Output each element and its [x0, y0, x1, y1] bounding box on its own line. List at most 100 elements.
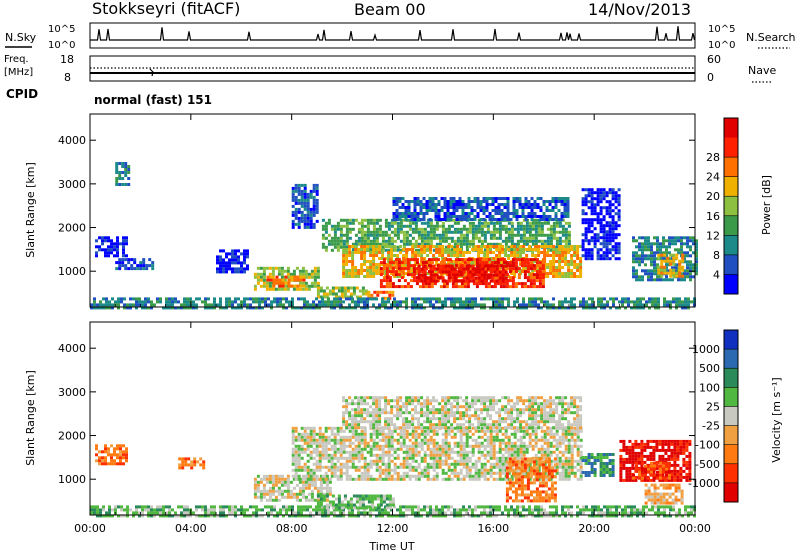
power-cell [600, 300, 603, 304]
power-cell [530, 215, 534, 218]
velocity-cell [543, 514, 546, 518]
power-cell [366, 248, 370, 251]
power-cell [426, 297, 429, 301]
power-cell [442, 285, 446, 289]
power-cell [539, 215, 543, 218]
power-cell [426, 272, 430, 275]
power-cell [315, 201, 319, 205]
power-cell [638, 254, 641, 258]
power-cell [295, 287, 299, 291]
velocity-cell [312, 514, 315, 518]
power-cell [369, 297, 372, 301]
velocity-cell [378, 511, 381, 515]
power-cell [447, 267, 451, 271]
power-cell [307, 272, 311, 276]
velocity-cell [624, 514, 627, 518]
power-cell [564, 275, 568, 278]
power-cell [511, 282, 515, 286]
power-cell [348, 306, 351, 310]
velocity-cell [119, 459, 122, 463]
power-cell [486, 267, 490, 271]
power-cell [393, 254, 397, 257]
power-cell [534, 300, 537, 304]
power-cell [501, 245, 505, 248]
power-cell [430, 261, 434, 265]
power-cell [265, 284, 269, 288]
power-cell [399, 224, 403, 228]
power-cell [310, 269, 314, 273]
power-cell [237, 270, 240, 274]
power-cell [606, 300, 609, 304]
velocity-cell [294, 426, 298, 430]
velocity-cell [549, 505, 552, 509]
power-cell [510, 224, 514, 228]
power-cell [605, 233, 609, 237]
power-cell [357, 242, 361, 246]
power-cell [665, 275, 668, 279]
velocity-cell [295, 492, 299, 496]
power-cell [512, 215, 516, 218]
power-cell [534, 248, 538, 251]
velocity-cell [495, 505, 498, 509]
power-cell [318, 306, 321, 310]
power-cell [403, 261, 407, 265]
power-cell [285, 300, 288, 304]
velocity-cell [370, 503, 374, 507]
velocity-cell [105, 514, 108, 518]
power-cell [400, 261, 404, 265]
power-cell [683, 269, 686, 273]
power-cell [528, 224, 532, 228]
power-cell [243, 300, 246, 304]
power-cell [434, 215, 438, 218]
power-cell [425, 203, 429, 206]
power-cell [506, 212, 510, 215]
power-cell [290, 284, 294, 288]
power-cell [455, 200, 459, 203]
power-cell [246, 303, 249, 307]
power-cell [418, 285, 422, 289]
power-cell [642, 297, 645, 301]
power-cell [426, 242, 430, 246]
power-cell [412, 264, 416, 268]
power-cell [456, 245, 460, 248]
power-cell [466, 282, 470, 286]
power-cell [253, 287, 257, 291]
velocity-cell [199, 457, 203, 461]
power-cell [599, 212, 603, 216]
power-cell [608, 239, 612, 243]
power-cell [537, 224, 541, 228]
power-cell [635, 269, 638, 273]
power-cell [127, 177, 131, 180]
power-cell [632, 239, 635, 243]
power-cell [510, 236, 514, 240]
power-cell [531, 269, 535, 272]
power-cell [387, 242, 391, 246]
power-cell [351, 221, 355, 225]
power-cell [412, 258, 416, 262]
power-cell [593, 233, 597, 237]
power-cell [228, 261, 231, 265]
power-cell [444, 230, 448, 234]
power-cell [225, 267, 228, 271]
power-cell [567, 242, 571, 246]
power-cell [567, 266, 571, 269]
power-cell [690, 300, 693, 304]
velocity-cell [286, 492, 290, 496]
velocity-cell [444, 514, 447, 518]
power-cell [442, 258, 446, 262]
velocity-cell [405, 505, 408, 509]
power-cell [636, 306, 639, 310]
power-cell [285, 297, 288, 301]
velocity-cell [324, 435, 328, 439]
power-cell [480, 270, 484, 274]
power-cell [392, 200, 396, 203]
power-cell [363, 263, 367, 266]
power-cell [477, 264, 481, 268]
power-cell [465, 233, 469, 237]
power-cell [390, 266, 394, 269]
velocity-cell [315, 447, 319, 451]
power-cell [669, 303, 672, 307]
power-cell [408, 233, 412, 237]
velocity-cell [237, 508, 240, 512]
power-cell [310, 272, 314, 276]
